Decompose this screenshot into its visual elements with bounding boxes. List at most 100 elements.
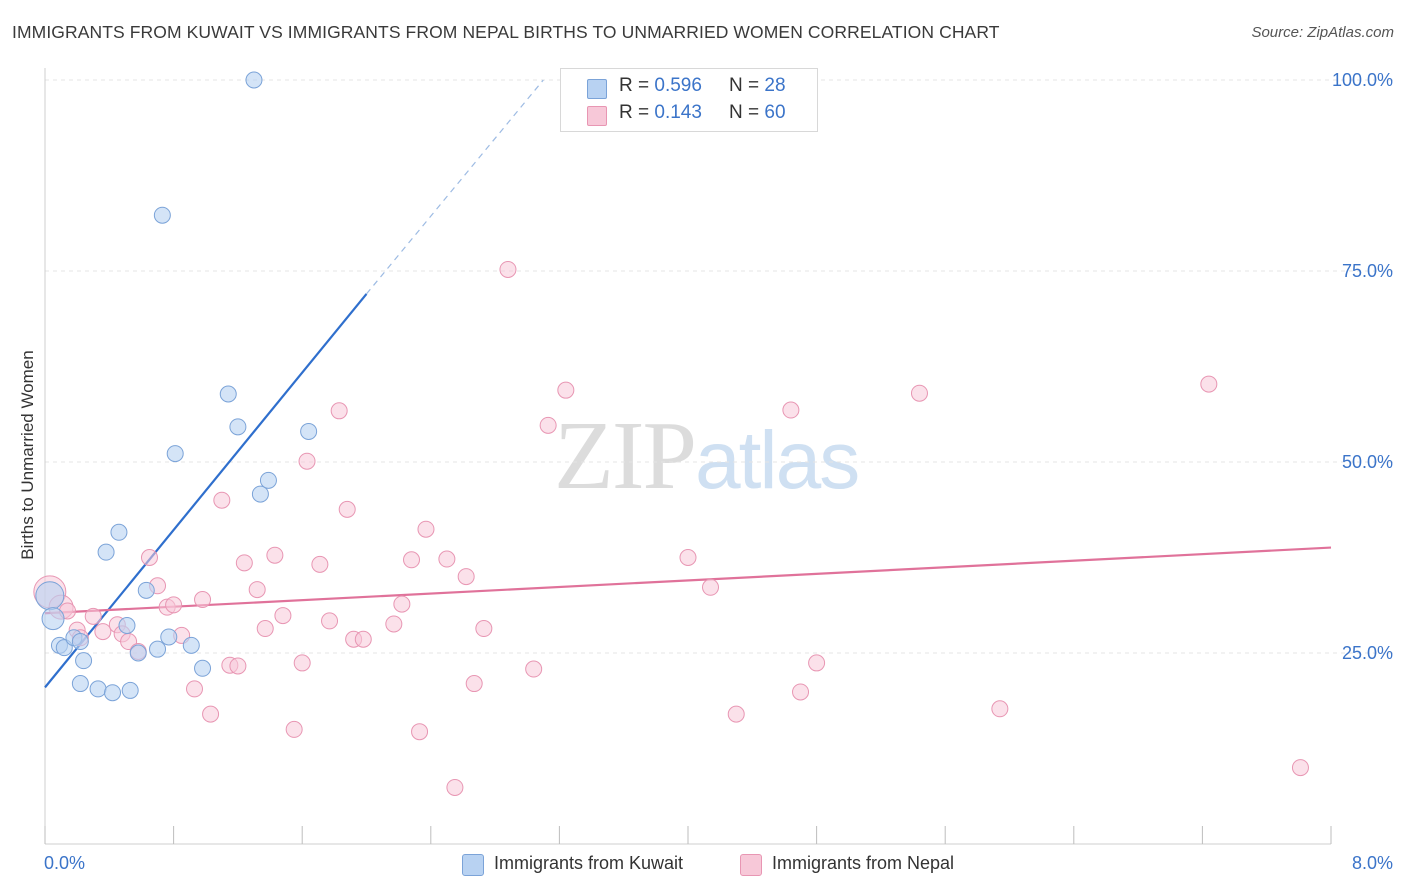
nepal-point xyxy=(235,554,253,572)
kuwait-point xyxy=(149,640,167,658)
kuwait-point xyxy=(160,628,178,646)
legend-r-value: 0.143 xyxy=(654,102,702,123)
nepal-point xyxy=(475,620,493,638)
nepal-point xyxy=(185,680,203,698)
kuwait-point xyxy=(118,616,136,634)
nepal-point xyxy=(311,555,329,573)
nepal-point xyxy=(679,549,697,566)
watermark: ZIPatlas xyxy=(554,400,860,512)
correlation-legend: R = 0.596 N = 28 R = 0.143 N = 60 xyxy=(560,68,818,132)
watermark-atlas: atlas xyxy=(695,415,860,506)
kuwait-point xyxy=(219,385,237,403)
kuwait-point xyxy=(137,581,155,599)
legend-r-kuwait: R = 0.596 xyxy=(619,75,702,97)
kuwait-point xyxy=(75,652,93,670)
nepal-point xyxy=(266,546,284,564)
kuwait-point xyxy=(251,485,269,503)
kuwait-point xyxy=(153,206,171,224)
nepal-point xyxy=(385,615,403,633)
kuwait-point xyxy=(229,418,247,436)
trend-lines xyxy=(44,79,1332,689)
nepal-point xyxy=(229,657,247,675)
nepal-point xyxy=(702,578,720,596)
nepal-point xyxy=(293,654,311,672)
y-tick-label: 25.0% xyxy=(1342,643,1393,663)
kuwait-legend-swatch xyxy=(462,854,484,876)
kuwait-point xyxy=(71,675,89,693)
nepal-point xyxy=(194,591,212,609)
kuwait-point xyxy=(194,659,212,677)
x-tick-label: 8.0% xyxy=(1352,853,1393,873)
nepal-point xyxy=(274,607,292,625)
x-tick-label: 0.0% xyxy=(44,853,85,873)
kuwait-point xyxy=(166,445,184,463)
legend-n-value: 60 xyxy=(764,102,786,123)
nepal-point xyxy=(330,402,348,420)
nepal-point xyxy=(438,550,456,568)
nepal-point xyxy=(910,384,928,402)
nepal-point xyxy=(557,381,575,399)
nepal-point xyxy=(465,675,483,693)
kuwait-point xyxy=(259,471,277,489)
kuwait-point xyxy=(129,644,147,662)
watermark-zip: ZIP xyxy=(554,402,697,510)
nepal-point xyxy=(393,595,411,613)
y-tick-label: 75.0% xyxy=(1342,261,1393,281)
nepal-point xyxy=(338,500,356,518)
nepal-point xyxy=(202,705,220,723)
kuwait-point xyxy=(89,680,107,698)
nepal-point xyxy=(403,551,421,569)
nepal-point xyxy=(499,260,517,278)
nepal-point xyxy=(1291,759,1309,777)
legend-n-value: 28 xyxy=(764,75,786,96)
legend-r-value: 0.596 xyxy=(654,75,702,96)
kuwait-point xyxy=(97,543,115,561)
nepal-point xyxy=(417,520,435,538)
legend-r-label: R = xyxy=(619,102,650,123)
kuwait-point xyxy=(35,581,65,611)
legend-n-kuwait: N = 28 xyxy=(729,75,786,97)
nepal-point xyxy=(213,491,231,509)
source-credit: Source: ZipAtlas.com xyxy=(1251,24,1394,41)
legend-r-nepal: R = 0.143 xyxy=(619,102,702,124)
nepal-point xyxy=(140,549,158,566)
y-tick-label: 50.0% xyxy=(1342,452,1393,472)
nepal-point xyxy=(321,612,339,630)
kuwait-point xyxy=(41,607,65,631)
nepal-point xyxy=(525,660,543,678)
legend-row-nepal: R = 0.143 N = 60 xyxy=(561,100,817,128)
legend-n-nepal: N = 60 xyxy=(729,102,786,124)
nepal-point xyxy=(411,723,429,741)
axes xyxy=(44,68,1332,845)
nepal-point xyxy=(298,452,316,470)
kuwait-swatch xyxy=(587,79,607,99)
nepal-point xyxy=(1200,375,1218,393)
kuwait-point xyxy=(300,422,318,440)
nepal-point xyxy=(94,623,112,641)
nepal-point xyxy=(354,630,372,648)
nepal-point xyxy=(248,581,266,599)
kuwait-trend-line xyxy=(44,293,368,689)
nepal-legend-label: Immigrants from Nepal xyxy=(772,853,955,873)
kuwait-point xyxy=(71,633,89,651)
legend-n-label: N = xyxy=(729,102,760,123)
nepal-legend-swatch xyxy=(740,854,762,876)
nepal-point xyxy=(991,700,1009,718)
nepal-point xyxy=(808,654,826,672)
legend-r-label: R = xyxy=(619,75,650,96)
kuwait-point xyxy=(110,523,128,541)
legend-row-kuwait: R = 0.596 N = 28 xyxy=(561,73,817,101)
nepal-point xyxy=(84,607,102,625)
kuwait-point xyxy=(121,681,139,699)
data-points xyxy=(33,71,1309,796)
nepal-point xyxy=(256,620,274,638)
kuwait-trend-extension xyxy=(366,79,544,295)
nepal-trend-line xyxy=(44,546,1332,615)
chart-title: IMMIGRANTS FROM KUWAIT VS IMMIGRANTS FRO… xyxy=(12,22,1000,42)
nepal-swatch xyxy=(587,106,607,126)
nepal-point xyxy=(165,596,183,614)
nepal-point xyxy=(539,416,557,434)
nepal-point xyxy=(457,568,475,586)
nepal-point xyxy=(782,401,800,419)
